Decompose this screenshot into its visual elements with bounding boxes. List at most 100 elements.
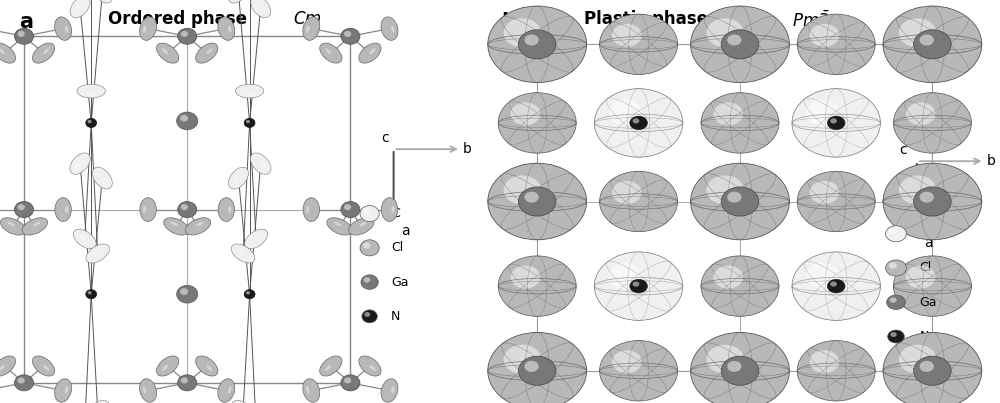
Circle shape <box>727 191 742 203</box>
Ellipse shape <box>370 48 376 54</box>
Ellipse shape <box>245 93 254 96</box>
Circle shape <box>178 202 197 218</box>
Circle shape <box>361 275 378 289</box>
Ellipse shape <box>303 379 320 402</box>
Ellipse shape <box>164 218 189 235</box>
Circle shape <box>344 378 351 384</box>
Text: c: c <box>381 131 389 145</box>
Circle shape <box>244 118 255 127</box>
Text: Cl: Cl <box>391 241 403 254</box>
Text: Cl: Cl <box>919 262 932 274</box>
Ellipse shape <box>228 206 231 213</box>
Circle shape <box>524 191 539 203</box>
Ellipse shape <box>86 401 109 403</box>
Ellipse shape <box>43 365 49 371</box>
Circle shape <box>691 332 789 403</box>
Circle shape <box>886 260 906 276</box>
Circle shape <box>178 375 197 391</box>
Ellipse shape <box>261 162 266 168</box>
Circle shape <box>792 252 880 320</box>
Circle shape <box>914 187 951 216</box>
Circle shape <box>899 345 936 374</box>
Ellipse shape <box>103 177 108 183</box>
Circle shape <box>890 297 897 303</box>
Ellipse shape <box>245 229 268 249</box>
Ellipse shape <box>70 153 90 174</box>
Ellipse shape <box>391 206 395 213</box>
Ellipse shape <box>228 386 232 393</box>
Circle shape <box>721 30 759 59</box>
Circle shape <box>706 345 744 374</box>
Ellipse shape <box>92 167 112 189</box>
Ellipse shape <box>306 386 310 393</box>
Circle shape <box>797 341 875 401</box>
Ellipse shape <box>303 17 320 40</box>
Circle shape <box>518 356 556 385</box>
Ellipse shape <box>261 5 266 11</box>
Ellipse shape <box>0 356 16 376</box>
Circle shape <box>609 263 642 289</box>
Circle shape <box>180 115 188 122</box>
Ellipse shape <box>77 84 105 98</box>
Ellipse shape <box>206 48 212 54</box>
Circle shape <box>364 277 370 283</box>
Ellipse shape <box>97 249 103 254</box>
Ellipse shape <box>65 26 68 33</box>
Ellipse shape <box>8 222 15 226</box>
Circle shape <box>498 93 576 153</box>
Circle shape <box>806 100 840 126</box>
Ellipse shape <box>171 222 178 226</box>
Text: b: b <box>987 154 996 168</box>
Ellipse shape <box>349 218 374 235</box>
Circle shape <box>792 89 880 157</box>
Text: N: N <box>919 330 929 343</box>
Ellipse shape <box>32 356 55 376</box>
Circle shape <box>827 279 845 293</box>
Circle shape <box>899 175 936 205</box>
Circle shape <box>827 116 845 130</box>
Ellipse shape <box>325 365 331 371</box>
Text: Ordered phase: Ordered phase <box>108 10 247 28</box>
Text: N: N <box>391 310 401 323</box>
Circle shape <box>364 312 370 317</box>
Ellipse shape <box>0 48 5 54</box>
Circle shape <box>721 187 759 216</box>
Circle shape <box>889 262 897 269</box>
Circle shape <box>244 290 255 299</box>
Text: Ga: Ga <box>391 276 409 289</box>
Circle shape <box>887 295 905 310</box>
Ellipse shape <box>185 218 211 235</box>
Text: c: c <box>899 143 906 157</box>
Circle shape <box>344 204 351 210</box>
Circle shape <box>488 163 587 240</box>
Circle shape <box>797 171 875 232</box>
Circle shape <box>810 24 839 47</box>
Circle shape <box>15 28 33 44</box>
Ellipse shape <box>162 365 168 371</box>
Ellipse shape <box>334 222 341 226</box>
Circle shape <box>830 281 837 287</box>
Ellipse shape <box>218 379 235 402</box>
Ellipse shape <box>359 43 381 63</box>
Circle shape <box>594 89 683 157</box>
Ellipse shape <box>196 43 218 63</box>
Circle shape <box>18 204 25 210</box>
Ellipse shape <box>251 0 271 18</box>
Ellipse shape <box>360 222 367 226</box>
Circle shape <box>15 375 33 391</box>
Ellipse shape <box>381 379 398 402</box>
Ellipse shape <box>33 222 40 226</box>
Circle shape <box>713 266 743 289</box>
Ellipse shape <box>218 17 235 40</box>
Circle shape <box>906 266 936 289</box>
Ellipse shape <box>86 244 109 263</box>
Circle shape <box>727 34 742 46</box>
Text: C: C <box>391 207 400 220</box>
Ellipse shape <box>255 234 262 240</box>
Ellipse shape <box>306 206 309 213</box>
Ellipse shape <box>32 43 55 63</box>
Circle shape <box>178 28 197 44</box>
Ellipse shape <box>250 153 271 174</box>
Ellipse shape <box>196 356 218 376</box>
Circle shape <box>797 14 875 75</box>
